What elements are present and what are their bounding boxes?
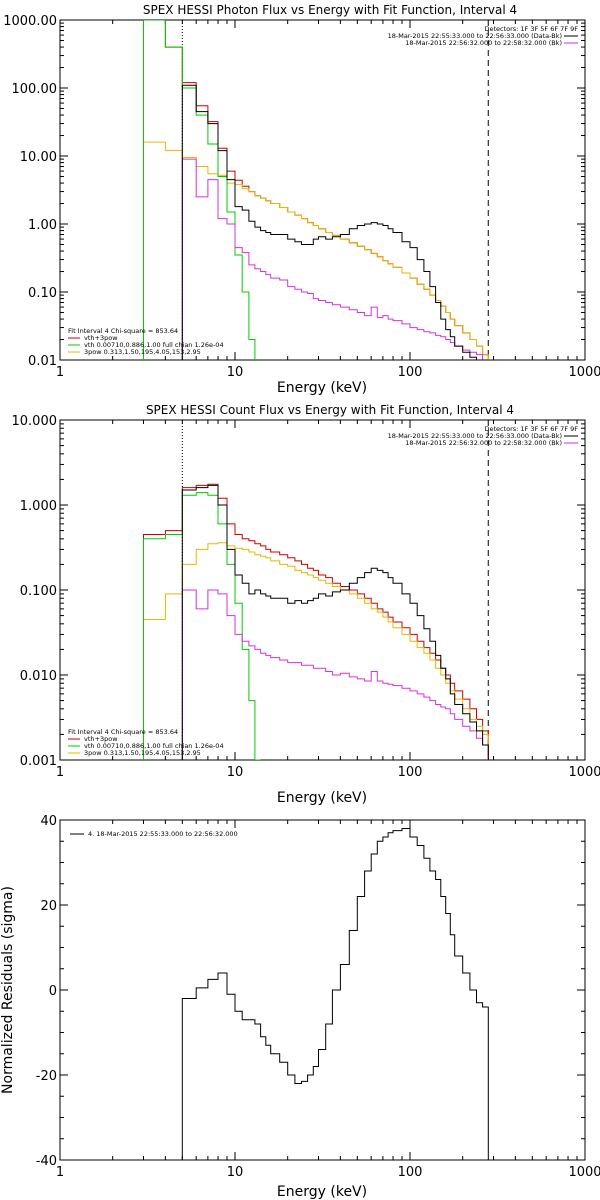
legend-detectors: Detectors: 1F 3F 5F 6F 7F 9F [484,25,578,33]
fit-legend-vth3pow: vth+3pow [84,735,118,743]
y-tick-label: 1.00 [28,218,57,233]
series-group [143,420,489,760]
series-group [181,828,489,1160]
series-line [181,484,489,760]
photon-flux-panel: SPEX HESSI Photon Flux vs Energy with Fi… [3,3,600,396]
plot-frame [59,19,586,361]
plot-frame [59,819,586,1161]
series-line [143,141,489,360]
x-axis-label: Energy (keV) [277,1184,367,1200]
series-line [143,20,489,360]
x-axis-label: Energy (keV) [277,380,367,396]
fit-legend-vth: vth 0.00710,0.886,1.00 full chian 1.26e-… [84,341,224,349]
legend-entry-bk: 18-Mar-2015 22:56:32.000 to 22:58:32.000… [405,39,562,47]
chart-title: SPEX HESSI Photon Flux vs Energy with Fi… [143,3,517,17]
series-line [181,828,489,1160]
fit-legend-header: Fit Interval 4 Chi-square = 853.64 [68,327,178,335]
x-tick-label: 1000 [568,1165,600,1180]
fit-legend-3pow: 3pow 0.313,1.50,195,4.05,153,2.95 [84,749,201,757]
y-tick-label: 0.10 [28,286,57,301]
y-tick-label: -40 [36,1154,57,1169]
y-tick-label: 20 [40,899,57,914]
legend-entry-data: 18-Mar-2015 22:55:33.000 to 22:56:33.000… [388,432,562,440]
axis-ticks: 1 10 100 1000 -40 -20 0 20 40 [36,814,600,1180]
x-tick-label: 1000 [568,365,600,380]
x-tick-label: 1 [56,765,64,780]
legend-detectors: Detectors: 1F 3F 5F 6F 7F 9F [484,425,578,433]
x-tick-label: 100 [398,765,423,780]
y-tick-label: -20 [36,1069,57,1084]
y-tick-label: 0.100 [20,584,57,599]
x-tick-label: 1 [56,365,64,380]
legend-entry-bk: 18-Mar-2015 22:56:32.000 to 22:58:32.000… [405,439,562,447]
y-tick-label: 100.00 [12,82,58,97]
y-tick-label: 1.000 [20,499,57,514]
series-line [143,542,489,760]
x-tick-label: 10 [227,365,244,380]
y-tick-label: 10.000 [12,414,58,429]
y-tick-label: 40 [40,814,57,829]
x-tick-label: 1 [56,1165,64,1180]
x-tick-label: 100 [398,365,423,380]
plot-frame [59,419,586,761]
chart-title: SPEX HESSI Count Flux vs Energy with Fit… [146,403,514,417]
fit-legend-vth: vth 0.00710,0.886,1.00 full chian 1.26e-… [84,742,224,750]
axis-ticks: 1 10 100 1000 0.001 0.010 0.100 1.000 10.000 [12,414,600,780]
series-group [143,20,489,360]
x-axis-label: Energy (keV) [277,790,367,806]
legend-entry-data: 18-Mar-2015 22:55:33.000 to 22:56:33.000… [388,32,562,40]
y-tick-label: 1000.00 [3,14,57,29]
series-line [143,20,256,360]
x-tick-label: 100 [398,1165,423,1180]
x-tick-label: 10 [227,765,244,780]
fit-legend-header: Fit Interval 4 Chi-square = 853.64 [68,728,178,736]
residuals-panel: 1 10 100 1000 -40 -20 0 20 40 4. 18-Mar-2015 22:… [0,814,600,1200]
x-tick-label: 10 [227,1165,244,1180]
axis-ticks: 1 10 100 1000 0.01 0.10 1.00 10.00 100.00 1000.00 [3,14,600,380]
y-tick-label: 0.010 [20,669,57,684]
y-tick-label: 0 [49,984,57,999]
series-line [181,84,489,360]
legend-residual: 4. 18-Mar-2015 22:55:33.000 to 22:56:32.… [88,830,238,838]
y-tick-label: 0.001 [20,754,57,769]
x-tick-label: 1000 [568,765,600,780]
series-line [143,483,489,760]
y-tick-label: 10.00 [20,150,57,165]
y-axis-label: Normalized Residuals (sigma) [0,886,16,1094]
series-line [181,158,489,360]
fit-legend-3pow: 3pow 0.313,1.50,195,4.05,153,2.95 [84,348,201,356]
series-line [143,492,261,760]
count-flux-panel: SPEX HESSI Count Flux vs Energy with Fit… [12,403,600,806]
series-line [181,589,489,760]
y-tick-label: 0.01 [28,354,57,369]
fit-legend-vth3pow: vth+3pow [84,334,118,342]
